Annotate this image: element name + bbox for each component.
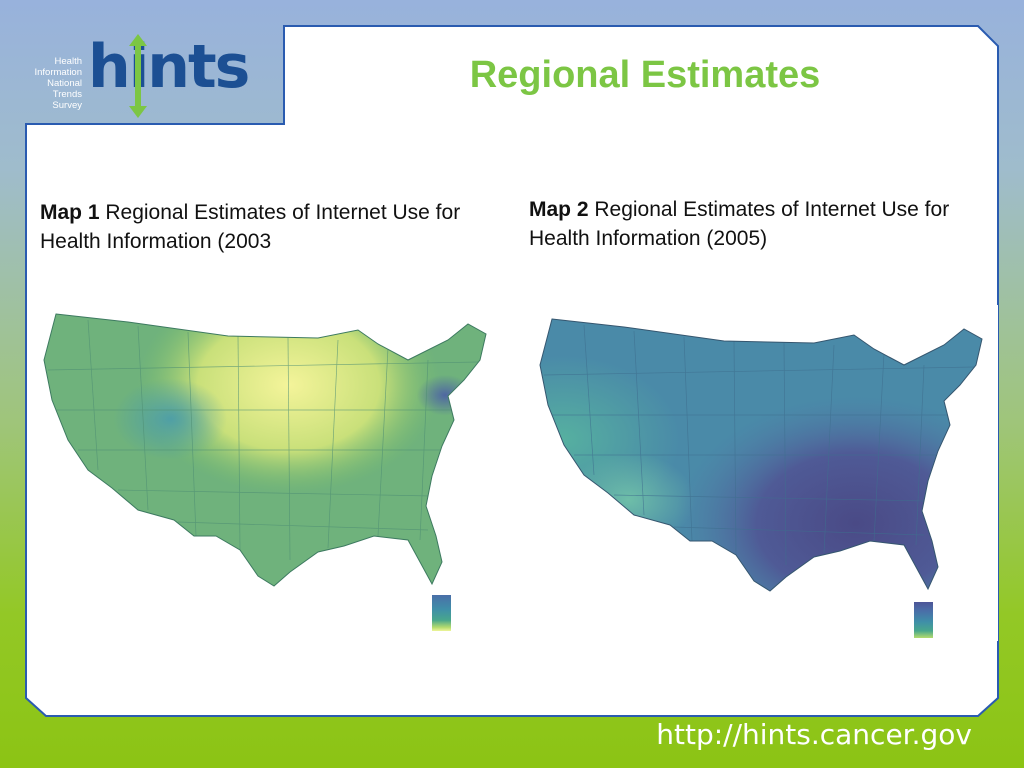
hints-logo: Health Information National Trends Surve… <box>22 26 272 118</box>
map1-label: Map 1 <box>40 201 100 224</box>
double-arrow-icon <box>129 34 147 118</box>
map1-legend-scale <box>432 595 451 631</box>
map2-legend-scale <box>914 602 933 638</box>
map1-us-choropleth <box>43 313 487 587</box>
map1-caption: Map 1 Regional Estimates of Internet Use… <box>40 198 510 256</box>
map2-us-choropleth <box>524 305 998 641</box>
map2-text: Regional Estimates of Internet Use for H… <box>529 198 950 250</box>
logo-wordmark: hints <box>88 32 250 102</box>
footer-url[interactable]: http://hints.cancer.gov <box>656 718 972 751</box>
map2-caption: Map 2 Regional Estimates of Internet Use… <box>529 195 999 253</box>
map1-text: Regional Estimates of Internet Use for H… <box>40 201 461 253</box>
slide-title: Regional Estimates <box>469 54 821 96</box>
map2-label: Map 2 <box>529 198 589 221</box>
logo-words: Health Information National Trends Surve… <box>34 56 82 111</box>
